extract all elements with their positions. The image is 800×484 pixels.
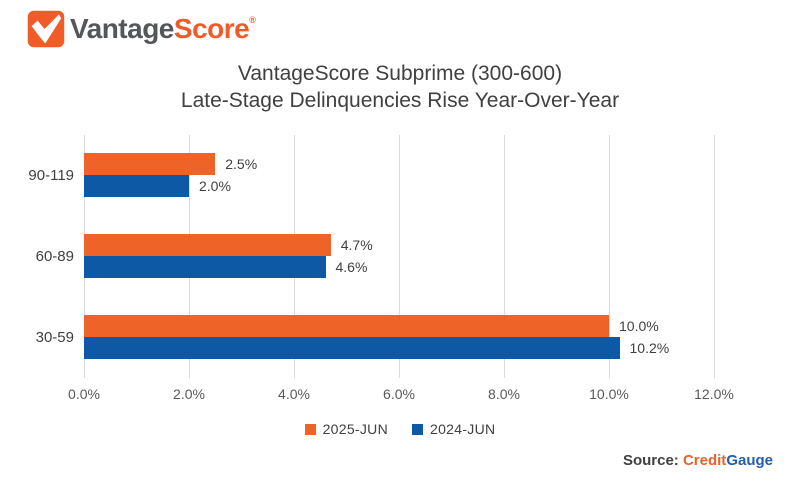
- chart-title-line2: Late-Stage Delinquencies Rise Year-Over-…: [180, 89, 620, 112]
- legend-swatch: [412, 423, 423, 435]
- plot-area: 2.5% 2.0% 4.7% 4.6% 10.0% 10.2%: [84, 135, 715, 378]
- source-brand-gauge: Gauge: [726, 452, 773, 469]
- bar-row: 4.6%: [84, 256, 714, 279]
- x-tick-label: 0.0%: [68, 386, 100, 402]
- legend-item: 2025-JUN: [304, 421, 388, 437]
- bar-row: 10.0%: [84, 315, 714, 338]
- bar-2024-JUN: [84, 337, 620, 360]
- bar-2024-JUN: [84, 256, 326, 279]
- x-tick-label: 4.0%: [278, 386, 310, 402]
- data-label: 4.7%: [340, 237, 373, 254]
- bar-group: 2.5% 2.0%: [84, 135, 714, 216]
- bar-2025-JUN: [84, 234, 331, 257]
- gridline: [504, 135, 505, 378]
- legend-label: 2025-JUN: [322, 421, 388, 437]
- x-tick-label: 10.0%: [589, 386, 629, 402]
- source-label: Source:: [622, 452, 679, 469]
- gridline: [399, 135, 400, 378]
- logo-wordmark: VantageScore®: [70, 10, 256, 48]
- vantagescore-logo: VantageScore®: [27, 10, 256, 48]
- gridline: [714, 135, 715, 378]
- legend-swatch: [304, 423, 316, 435]
- x-axis: 0.0% 2.0% 4.0% 6.0% 8.0% 10.0% 12.0%: [68, 386, 734, 404]
- category-label: 30-59: [35, 329, 74, 346]
- logo-text-score: Score: [173, 13, 250, 44]
- bar-row: 2.0%: [84, 175, 714, 198]
- bar-row: 2.5%: [84, 153, 714, 176]
- source-brand-credit: Credit: [682, 452, 727, 469]
- bar-group: 10.0% 10.2%: [84, 297, 714, 378]
- chart-title-line1: VantageScore Subprime (300-600): [237, 62, 563, 85]
- data-label: 4.6%: [335, 259, 368, 276]
- x-tick-label: 6.0%: [383, 386, 415, 402]
- bar-2025-JUN: [84, 315, 609, 338]
- logo-text-vantage: Vantage: [70, 13, 174, 44]
- bar-group: 4.7% 4.6%: [84, 216, 714, 297]
- data-label: 2.0%: [199, 178, 231, 195]
- registered-trademark: ®: [249, 15, 256, 25]
- data-label: 2.5%: [225, 156, 258, 173]
- chart-title: VantageScore Subprime (300-600) Late-Sta…: [0, 60, 800, 114]
- legend-item: 2024-JUN: [412, 421, 495, 437]
- bar-row: 10.2%: [84, 337, 714, 360]
- bar-row: 4.7%: [84, 234, 714, 257]
- data-label: 10.0%: [619, 318, 659, 335]
- data-label: 10.2%: [629, 340, 670, 357]
- category-label: 60-89: [35, 248, 74, 265]
- x-tick-label: 12.0%: [694, 386, 734, 402]
- x-tick-label: 2.0%: [173, 386, 205, 402]
- bar-2024-JUN: [84, 175, 189, 198]
- y-axis-category-labels: 90-119 60-89 30-59: [0, 135, 74, 378]
- source-line: Source: CreditGauge: [623, 452, 773, 469]
- legend: 2025-JUN 2024-JUN: [0, 421, 800, 437]
- bar-2025-JUN: [84, 153, 216, 176]
- category-label: 90-119: [28, 167, 74, 184]
- gridline: [609, 135, 610, 378]
- legend-label: 2024-JUN: [430, 421, 496, 437]
- x-tick-label: 8.0%: [488, 386, 520, 402]
- vantagescore-checkmark-icon: [27, 10, 65, 48]
